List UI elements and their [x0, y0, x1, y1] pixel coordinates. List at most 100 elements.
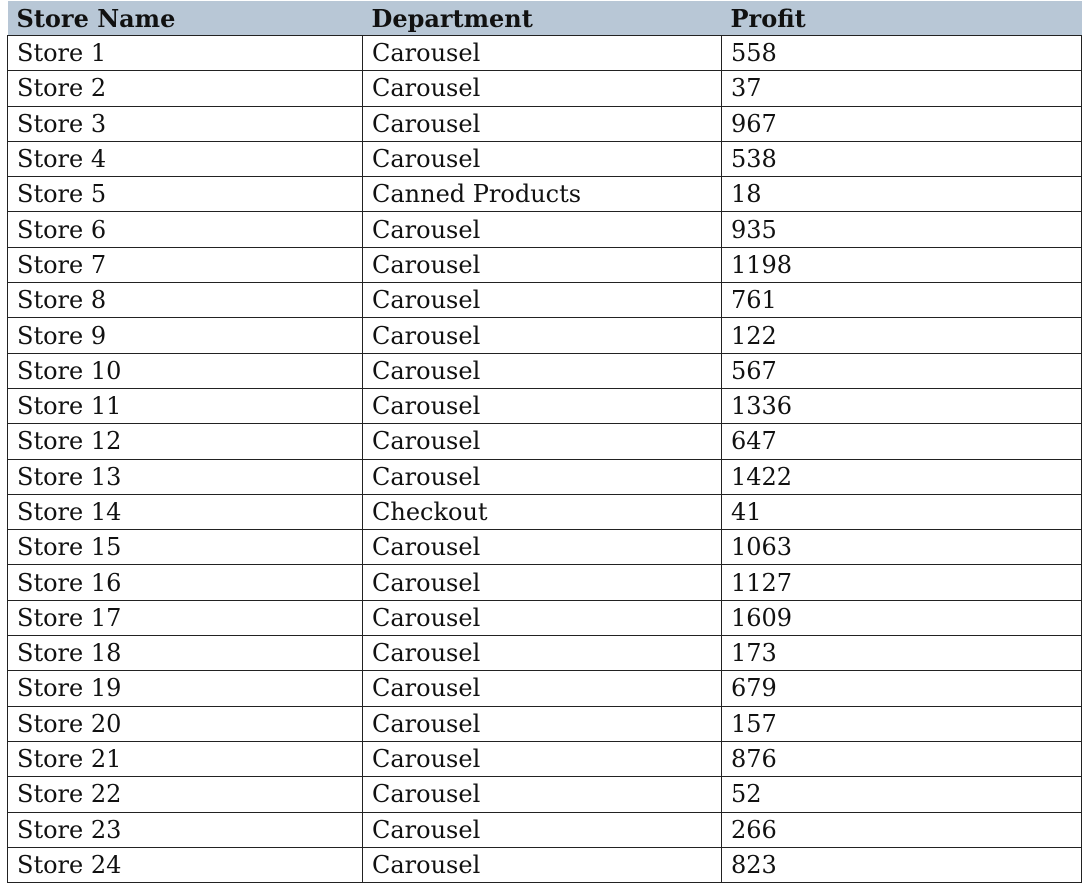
store-name-cell: Store 22 — [7, 776, 363, 813]
profit-cell: 558 — [721, 34, 1082, 72]
department-cell: Carousel — [362, 211, 722, 248]
table-row: Store 11 Carousel 1336 — [7, 387, 1082, 425]
table-row: Store 22 Carousel 52 — [7, 776, 1082, 813]
profit-cell: 823 — [721, 846, 1082, 884]
table-body: Store 1 Carousel 558 Store 2 Carousel 37 Store… — [7, 34, 1082, 884]
store-name-cell: Store 11 — [7, 387, 363, 425]
table-row: Store 9 Carousel 122 — [7, 317, 1082, 354]
profit-cell: 567 — [721, 352, 1082, 389]
department-cell: Carousel — [362, 458, 722, 495]
profit-cell: 935 — [721, 211, 1082, 248]
profit-cell: 1127 — [721, 564, 1082, 601]
table-row: Store 23 Carousel 266 — [7, 811, 1082, 848]
store-name-cell: Store 24 — [7, 846, 363, 884]
profit-cell: 18 — [721, 176, 1082, 213]
store-name-cell: Store 14 — [7, 493, 363, 531]
department-cell: Carousel — [362, 70, 722, 107]
department-cell: Carousel — [362, 635, 722, 672]
table-row: Store 19 Carousel 679 — [7, 670, 1082, 707]
profit-cell: 266 — [721, 811, 1082, 848]
profit-cell: 1063 — [721, 529, 1082, 566]
store-name-cell: Store 9 — [7, 317, 363, 354]
profit-cell: 157 — [721, 705, 1082, 742]
store-name-cell: Store 7 — [7, 246, 363, 284]
department-cell: Carousel — [362, 599, 722, 637]
department-cell: Carousel — [362, 246, 722, 284]
department-cell: Canned Products — [362, 176, 722, 213]
table-row: Store 14 Checkout 41 — [7, 493, 1082, 531]
store-name-cell: Store 12 — [7, 423, 363, 460]
table-row: Store 20 Carousel 157 — [7, 705, 1082, 742]
department-cell: Carousel — [362, 776, 722, 813]
profit-cell: 37 — [721, 70, 1082, 107]
store-name-cell: Store 3 — [7, 105, 363, 142]
data-table-container: Store Name Department Profit Store 1 Caro… — [7, 1, 1082, 884]
store-name-cell: Store 16 — [7, 564, 363, 601]
column-header-profit: Profit — [730, 3, 806, 33]
profit-cell: 173 — [721, 635, 1082, 672]
profit-cell: 1198 — [721, 246, 1082, 284]
department-cell: Carousel — [362, 740, 722, 778]
table-row: Store 16 Carousel 1127 — [7, 564, 1082, 601]
department-cell: Checkout — [362, 493, 722, 531]
department-cell: Carousel — [362, 105, 722, 142]
store-name-cell: Store 6 — [7, 211, 363, 248]
profit-cell: 679 — [721, 670, 1082, 707]
table-row: Store 8 Carousel 761 — [7, 282, 1082, 319]
department-cell: Carousel — [362, 811, 722, 848]
department-cell: Carousel — [362, 705, 722, 742]
header-row: Store Name Department Profit — [7, 1, 1082, 36]
column-header-department: Department — [371, 3, 533, 33]
department-cell: Carousel — [362, 282, 722, 319]
store-name-cell: Store 15 — [7, 529, 363, 566]
store-name-cell: Store 1 — [7, 34, 363, 72]
table-row: Store 1 Carousel 558 — [7, 34, 1082, 72]
store-name-cell: Store 5 — [7, 176, 363, 213]
table-row: Store 4 Carousel 538 — [7, 140, 1082, 178]
table-row: Store 10 Carousel 567 — [7, 352, 1082, 389]
table-row: Store 3 Carousel 967 — [7, 105, 1082, 142]
department-cell: Carousel — [362, 423, 722, 460]
department-cell: Carousel — [362, 387, 722, 425]
department-cell: Carousel — [362, 564, 722, 601]
table-row: Store 12 Carousel 647 — [7, 423, 1082, 460]
profit-cell: 647 — [721, 423, 1082, 460]
table-row: Store 21 Carousel 876 — [7, 740, 1082, 778]
store-name-cell: Store 8 — [7, 282, 363, 319]
table-row: Store 15 Carousel 1063 — [7, 529, 1082, 566]
profit-cell: 1336 — [721, 387, 1082, 425]
profit-cell: 52 — [721, 776, 1082, 813]
department-cell: Carousel — [362, 317, 722, 354]
department-cell: Carousel — [362, 140, 722, 178]
column-header-store-name: Store Name — [16, 3, 176, 33]
profit-cell: 761 — [721, 282, 1082, 319]
table-row: Store 13 Carousel 1422 — [7, 458, 1082, 495]
store-name-cell: Store 2 — [7, 70, 363, 107]
table-row: Store 7 Carousel 1198 — [7, 246, 1082, 284]
table-row: Store 6 Carousel 935 — [7, 211, 1082, 248]
table-row: Store 18 Carousel 173 — [7, 635, 1082, 672]
table-row: Store 2 Carousel 37 — [7, 70, 1082, 107]
profit-cell: 41 — [721, 493, 1082, 531]
department-cell: Carousel — [362, 34, 722, 72]
store-name-cell: Store 17 — [7, 599, 363, 637]
store-name-cell: Store 18 — [7, 635, 363, 672]
store-name-cell: Store 23 — [7, 811, 363, 848]
store-name-cell: Store 13 — [7, 458, 363, 495]
profit-cell: 122 — [721, 317, 1082, 354]
profit-cell: 1609 — [721, 599, 1082, 637]
store-name-cell: Store 21 — [7, 740, 363, 778]
department-cell: Carousel — [362, 670, 722, 707]
table-row: Store 24 Carousel 823 — [7, 846, 1082, 884]
store-name-cell: Store 19 — [7, 670, 363, 707]
profit-cell: 967 — [721, 105, 1082, 142]
department-cell: Carousel — [362, 846, 722, 884]
store-profit-table: Store Name Department Profit Store 1 Caro… — [7, 1, 1082, 884]
table-row: Store 5 Canned Products 18 — [7, 176, 1082, 213]
store-name-cell: Store 20 — [7, 705, 363, 742]
department-cell: Carousel — [362, 352, 722, 389]
profit-cell: 538 — [721, 140, 1082, 178]
profit-cell: 1422 — [721, 458, 1082, 495]
store-name-cell: Store 10 — [7, 352, 363, 389]
table-row: Store 17 Carousel 1609 — [7, 599, 1082, 637]
